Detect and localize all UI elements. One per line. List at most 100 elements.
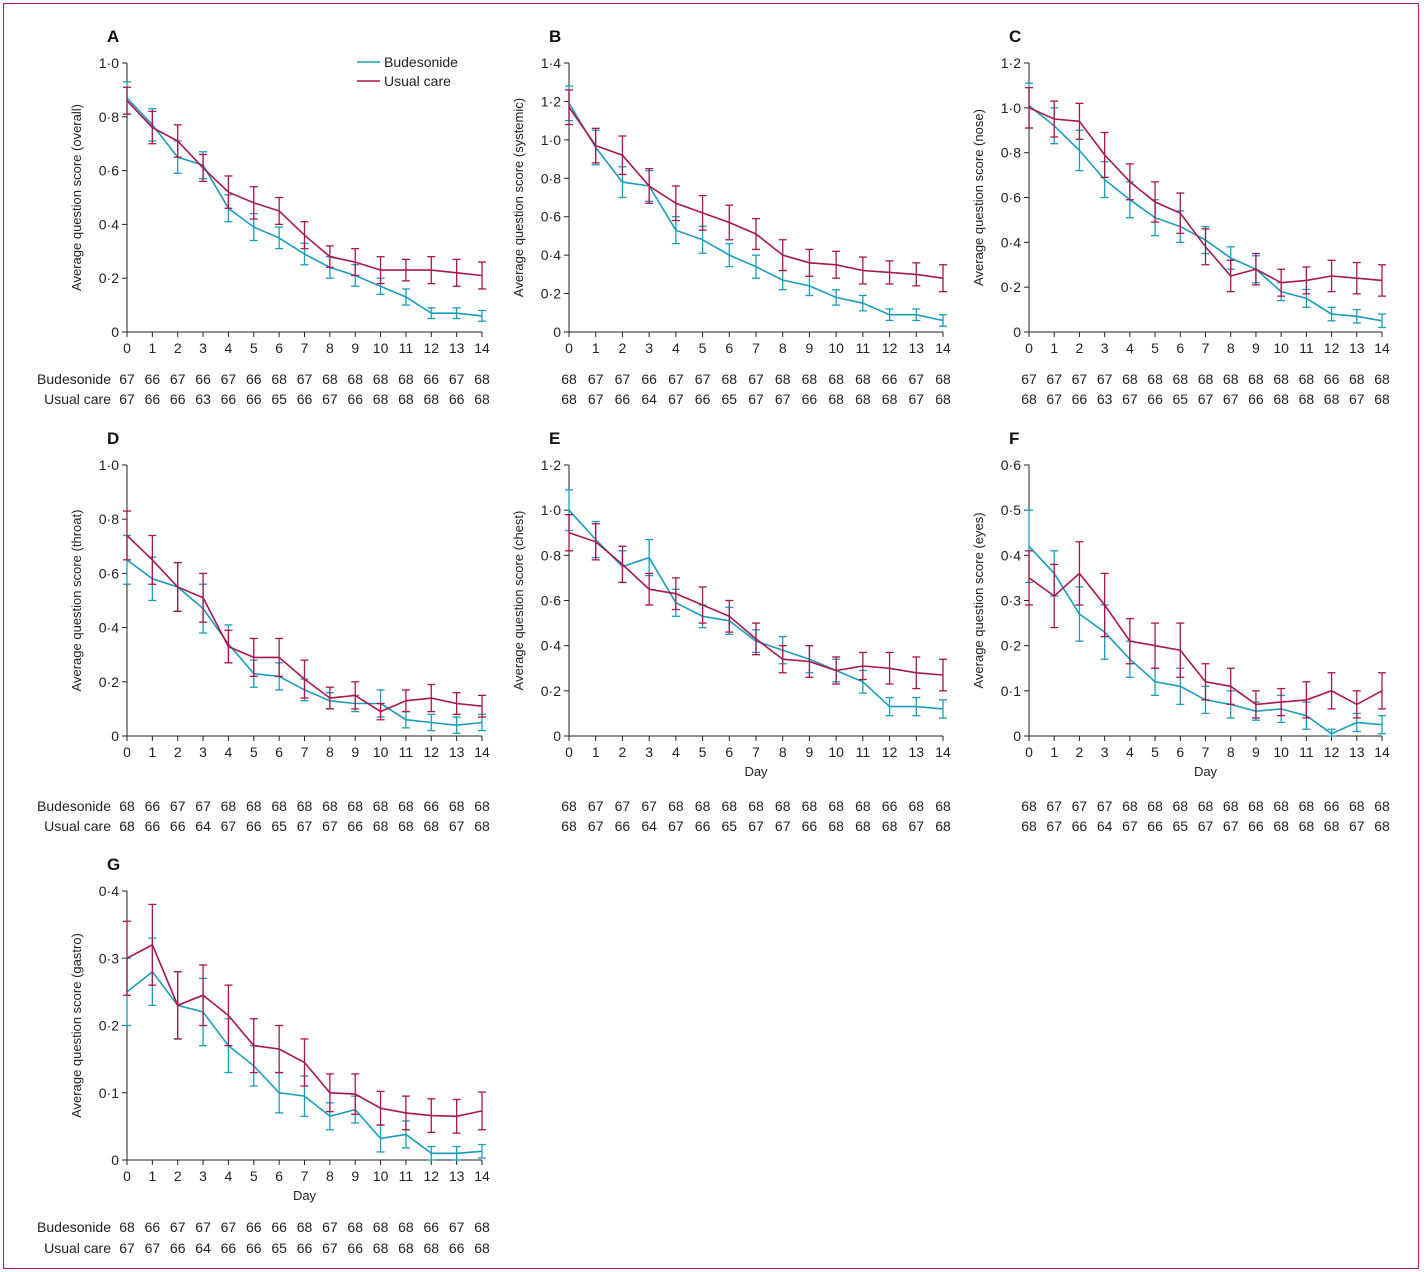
- x-tick-label: 4: [1126, 340, 1134, 356]
- x-tick-label: 12: [423, 744, 439, 760]
- n-value: 66: [170, 818, 186, 834]
- y-tick-label: 0·2: [99, 1018, 119, 1034]
- x-tick-label: 14: [1374, 744, 1390, 760]
- n-value: 68: [828, 371, 844, 387]
- n-value: 68: [119, 798, 135, 814]
- legend: Budesonide Usual care: [357, 54, 458, 89]
- y-tick-label: 0·5: [1001, 502, 1021, 518]
- n-value: 67: [748, 391, 764, 407]
- n-value: 67: [588, 818, 604, 834]
- x-tick-label: 7: [301, 340, 309, 356]
- n-value: 68: [1021, 818, 1037, 834]
- x-tick-label: 6: [275, 1168, 283, 1184]
- x-tick-label: 4: [672, 744, 680, 760]
- x-tick-label: 8: [779, 744, 787, 760]
- y-tick-label: 0·1: [99, 1085, 119, 1101]
- n-value: 68: [1273, 391, 1289, 407]
- n-value: 67: [119, 391, 135, 407]
- n-value: 68: [1223, 371, 1239, 387]
- n-value: 68: [882, 818, 898, 834]
- x-tick-label: 9: [1252, 744, 1260, 760]
- x-tick-label: 2: [174, 744, 182, 760]
- n-value: 67: [1046, 818, 1062, 834]
- y-tick-label: 0·3: [99, 950, 119, 966]
- x-tick-label: 10: [373, 340, 389, 356]
- n-value: 66: [1248, 391, 1264, 407]
- panel-letter: F: [1009, 429, 1019, 448]
- x-tick-label: 9: [351, 340, 359, 356]
- n-value: 68: [119, 1219, 135, 1235]
- x-tick-label: 1: [1050, 340, 1058, 356]
- y-tick-label: 0·6: [1001, 190, 1021, 206]
- y-tick-label: 0·2: [1001, 279, 1021, 295]
- n-value: 68: [347, 798, 363, 814]
- n-value: 66: [145, 798, 161, 814]
- x-tick-label: 10: [373, 744, 389, 760]
- y-axis-label: Average question score (throat): [69, 510, 84, 692]
- x-axis-label: Day: [293, 1188, 317, 1203]
- panel-g: G00·10·20·30·40 1 2 3 4 5 6 7 8 9 10 11 12 13 14Averag…: [37, 855, 490, 1256]
- y-tick-label: 0·8: [541, 170, 561, 186]
- n-value: 67: [119, 371, 135, 387]
- x-tick-label: 13: [908, 340, 924, 356]
- n-value: 68: [1273, 818, 1289, 834]
- n-value: 68: [1223, 798, 1239, 814]
- n-value: 68: [1198, 798, 1214, 814]
- x-tick-label: 5: [250, 744, 258, 760]
- n-value: 65: [1172, 818, 1188, 834]
- n-value: 68: [474, 1219, 490, 1235]
- n-value: 65: [1172, 391, 1188, 407]
- n-value: 68: [561, 818, 577, 834]
- n-value: 67: [615, 798, 631, 814]
- n-value: 67: [449, 818, 465, 834]
- y-tick-label: 1·0: [541, 502, 561, 518]
- n-value: 67: [908, 818, 924, 834]
- n-row-label: Usual care: [44, 391, 111, 407]
- x-axis-label: Day: [744, 764, 768, 779]
- y-tick-label: 0·2: [99, 674, 119, 690]
- n-value: 68: [668, 798, 684, 814]
- y-tick-label: 0·4: [99, 216, 119, 232]
- n-value: 66: [246, 391, 262, 407]
- n-value: 66: [347, 818, 363, 834]
- n-value: 68: [1273, 798, 1289, 814]
- n-value: 68: [474, 1240, 490, 1256]
- n-value: 67: [449, 1219, 465, 1235]
- x-axis-label: Day: [1194, 764, 1218, 779]
- n-value: 67: [1046, 391, 1062, 407]
- x-tick-label: 0: [1025, 744, 1033, 760]
- n-value: 66: [145, 371, 161, 387]
- n-value: 68: [802, 371, 818, 387]
- x-tick-label: 10: [1273, 744, 1289, 760]
- y-axis-label: Average question score (overall): [69, 104, 84, 291]
- series-line: [568, 106, 944, 279]
- n-value: 68: [423, 1240, 439, 1256]
- x-tick-label: 11: [1299, 744, 1314, 760]
- n-value: 68: [398, 818, 414, 834]
- n-value: 68: [561, 798, 577, 814]
- n-value: 67: [1097, 371, 1113, 387]
- n-value: 67: [1223, 391, 1239, 407]
- n-value: 66: [170, 391, 186, 407]
- n-value: 68: [1021, 798, 1037, 814]
- n-value: 68: [474, 798, 490, 814]
- n-value: 67: [1097, 798, 1113, 814]
- n-value: 66: [882, 798, 898, 814]
- x-tick-label: 2: [1076, 744, 1084, 760]
- n-value: 66: [1248, 818, 1264, 834]
- n-value: 66: [615, 818, 631, 834]
- x-tick-label: 4: [225, 1168, 233, 1184]
- x-tick-label: 7: [1202, 744, 1210, 760]
- n-value: 68: [828, 798, 844, 814]
- n-value: 66: [423, 371, 439, 387]
- n-value: 67: [1072, 798, 1088, 814]
- x-tick-label: 4: [672, 340, 680, 356]
- n-value: 64: [1097, 818, 1113, 834]
- x-tick-label: 8: [1227, 340, 1235, 356]
- panel-d: D00·20·40·60·81·00 1 2 3 4 5 6 7 8 9 10 11 12 13 14Ave…: [37, 429, 490, 834]
- n-value: 66: [347, 1240, 363, 1256]
- n-value: 66: [246, 1240, 262, 1256]
- n-value: 68: [828, 391, 844, 407]
- n-value: 66: [1324, 798, 1340, 814]
